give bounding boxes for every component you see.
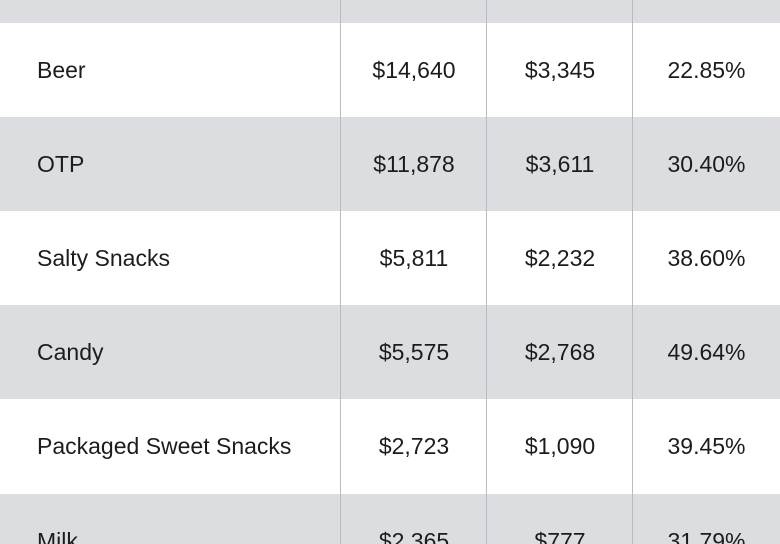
value-cell: $14,640 — [372, 56, 456, 83]
table-row: Candy $5,575 $2,768 49.64% — [0, 305, 780, 399]
table-row: Packaged Sweet Snacks $2,723 $1,090 39.4… — [0, 399, 780, 493]
value-cell: $11,878 — [373, 150, 455, 177]
value-cell: 30.40% — [667, 150, 746, 177]
value-cell: $2,365 — [378, 527, 450, 544]
column-divider — [632, 0, 633, 544]
value-cell: $2,232 — [524, 244, 596, 271]
value-cell: $777 — [534, 527, 586, 544]
table-row: Beer $14,640 $3,345 22.85% — [0, 23, 780, 117]
table-row — [0, 0, 780, 23]
table-row: Milk $2,365 $777 31.79% — [0, 494, 780, 544]
column-divider — [486, 0, 487, 544]
value-cell: 49.64% — [667, 338, 746, 365]
value-cell — [633, 0, 780, 23]
category-cell: Milk — [37, 527, 78, 544]
category-cell: Salty Snacks — [37, 244, 170, 271]
value-cell: 38.60% — [667, 244, 746, 271]
value-cell — [487, 0, 633, 23]
value-cell: $1,090 — [524, 432, 596, 459]
value-cell: 31.79% — [667, 527, 746, 544]
value-cell: $2,723 — [378, 432, 450, 459]
value-cell: $3,345 — [524, 56, 596, 83]
table-row: Salty Snacks $5,811 $2,232 38.60% — [0, 211, 780, 305]
value-cell: $3,611 — [525, 150, 595, 177]
column-divider — [340, 0, 341, 544]
value-cell: 39.45% — [667, 432, 746, 459]
category-cell: OTP — [37, 150, 85, 177]
value-cell: 22.85% — [667, 56, 746, 83]
value-cell: $5,811 — [379, 244, 449, 271]
category-cell: Packaged Sweet Snacks — [37, 432, 292, 459]
category-cell — [0, 0, 341, 23]
value-cell — [341, 0, 487, 23]
table-row: OTP $11,878 $3,611 30.40% — [0, 117, 780, 211]
value-cell: $5,575 — [378, 338, 450, 365]
category-cell: Candy — [37, 338, 104, 365]
category-cell: Beer — [37, 56, 86, 83]
value-cell: $2,768 — [524, 338, 596, 365]
